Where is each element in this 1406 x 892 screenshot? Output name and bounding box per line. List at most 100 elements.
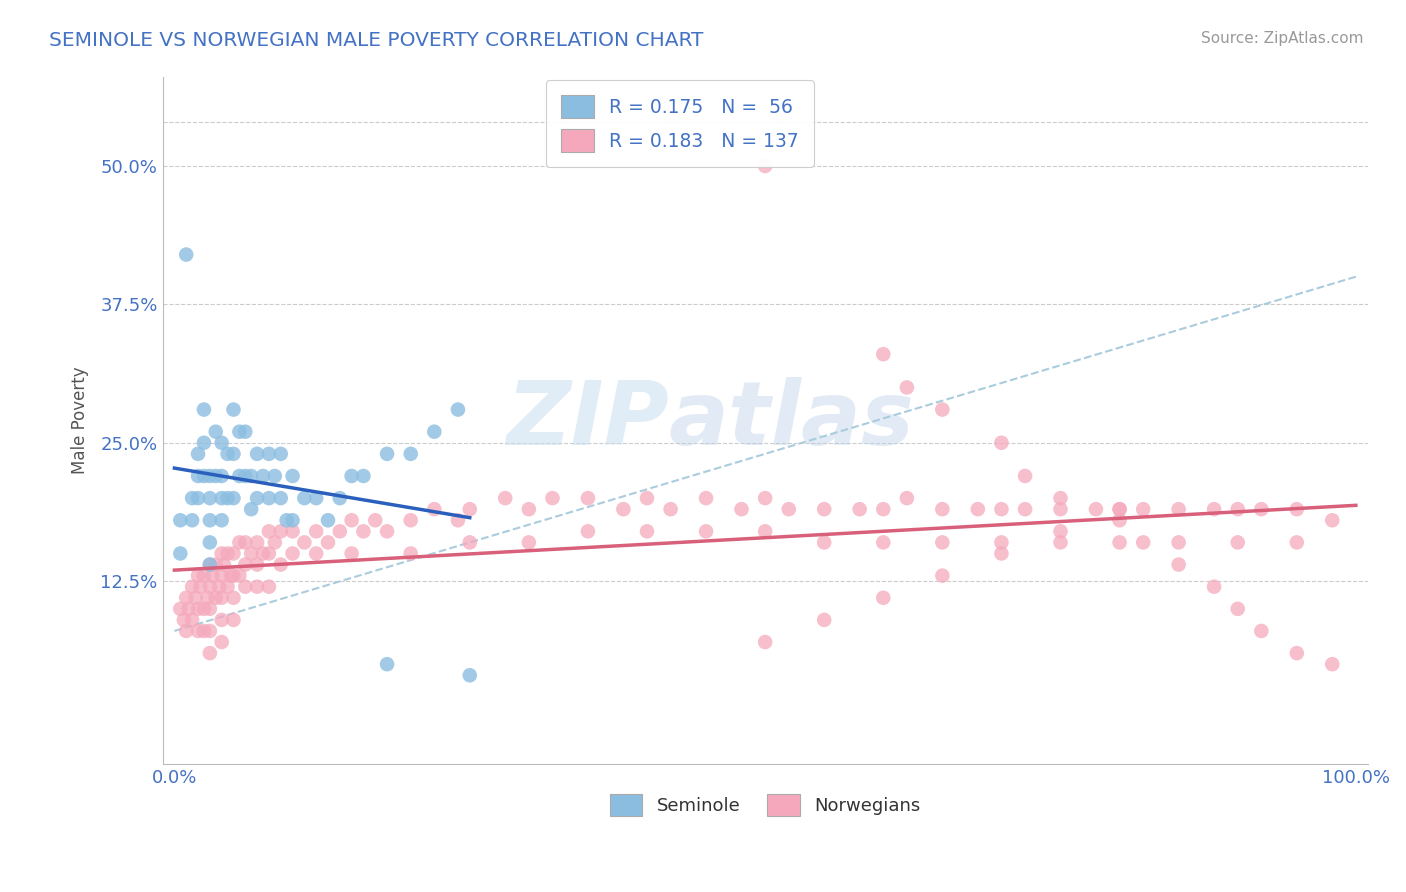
Point	[1226, 535, 1249, 549]
Point	[228, 425, 250, 439]
Point	[399, 447, 422, 461]
Point	[181, 613, 204, 627]
Point	[257, 491, 280, 505]
Point	[222, 546, 245, 560]
Legend: Seminole, Norwegians: Seminole, Norwegians	[602, 787, 928, 823]
Point	[211, 546, 233, 560]
Point	[240, 469, 263, 483]
Point	[636, 524, 658, 539]
Point	[198, 469, 221, 483]
Point	[211, 491, 233, 505]
Point	[198, 558, 221, 572]
Point	[778, 502, 800, 516]
Point	[329, 524, 352, 539]
Point	[228, 469, 250, 483]
Point	[340, 513, 363, 527]
Point	[174, 591, 197, 605]
Point	[204, 469, 226, 483]
Point	[246, 491, 269, 505]
Point	[754, 635, 776, 649]
Point	[1084, 502, 1107, 516]
Point	[990, 502, 1012, 516]
Point	[233, 469, 256, 483]
Point	[281, 513, 304, 527]
Point	[184, 591, 207, 605]
Point	[198, 602, 221, 616]
Point	[576, 524, 599, 539]
Point	[990, 535, 1012, 549]
Point	[1167, 535, 1189, 549]
Point	[612, 502, 634, 516]
Point	[193, 602, 215, 616]
Text: Source: ZipAtlas.com: Source: ZipAtlas.com	[1201, 31, 1364, 46]
Point	[198, 491, 221, 505]
Point	[257, 546, 280, 560]
Point	[872, 502, 894, 516]
Point	[193, 568, 215, 582]
Point	[316, 535, 339, 549]
Point	[211, 635, 233, 649]
Point	[754, 159, 776, 173]
Point	[1285, 535, 1308, 549]
Point	[813, 535, 835, 549]
Point	[1250, 502, 1272, 516]
Point	[1167, 558, 1189, 572]
Point	[211, 469, 233, 483]
Point	[576, 491, 599, 505]
Point	[211, 435, 233, 450]
Point	[541, 491, 564, 505]
Point	[695, 491, 717, 505]
Y-axis label: Male Poverty: Male Poverty	[72, 367, 89, 475]
Point	[1250, 624, 1272, 638]
Point	[636, 491, 658, 505]
Point	[1132, 535, 1154, 549]
Point	[222, 591, 245, 605]
Point	[193, 469, 215, 483]
Point	[896, 491, 918, 505]
Point	[399, 546, 422, 560]
Point	[217, 447, 239, 461]
Point	[458, 502, 481, 516]
Point	[181, 491, 204, 505]
Point	[931, 402, 953, 417]
Text: atlas: atlas	[669, 377, 914, 464]
Point	[187, 491, 209, 505]
Point	[222, 613, 245, 627]
Point	[193, 435, 215, 450]
Point	[197, 591, 219, 605]
Point	[375, 447, 398, 461]
Point	[219, 568, 242, 582]
Point	[281, 546, 304, 560]
Point	[966, 502, 988, 516]
Point	[1108, 502, 1130, 516]
Point	[399, 513, 422, 527]
Point	[329, 491, 352, 505]
Point	[990, 546, 1012, 560]
Point	[198, 558, 221, 572]
Point	[1204, 580, 1226, 594]
Point	[169, 602, 191, 616]
Text: SEMINOLE VS NORWEGIAN MALE POVERTY CORRELATION CHART: SEMINOLE VS NORWEGIAN MALE POVERTY CORRE…	[49, 31, 703, 50]
Point	[896, 380, 918, 394]
Point	[252, 546, 274, 560]
Point	[198, 624, 221, 638]
Point	[316, 513, 339, 527]
Point	[228, 568, 250, 582]
Point	[181, 580, 204, 594]
Point	[872, 535, 894, 549]
Point	[281, 469, 304, 483]
Point	[257, 580, 280, 594]
Point	[257, 524, 280, 539]
Point	[257, 447, 280, 461]
Point	[246, 535, 269, 549]
Point	[233, 425, 256, 439]
Point	[276, 513, 298, 527]
Point	[201, 568, 224, 582]
Point	[1285, 646, 1308, 660]
Point	[174, 624, 197, 638]
Point	[1049, 502, 1071, 516]
Point	[193, 624, 215, 638]
Point	[174, 247, 197, 261]
Point	[352, 524, 374, 539]
Point	[270, 524, 292, 539]
